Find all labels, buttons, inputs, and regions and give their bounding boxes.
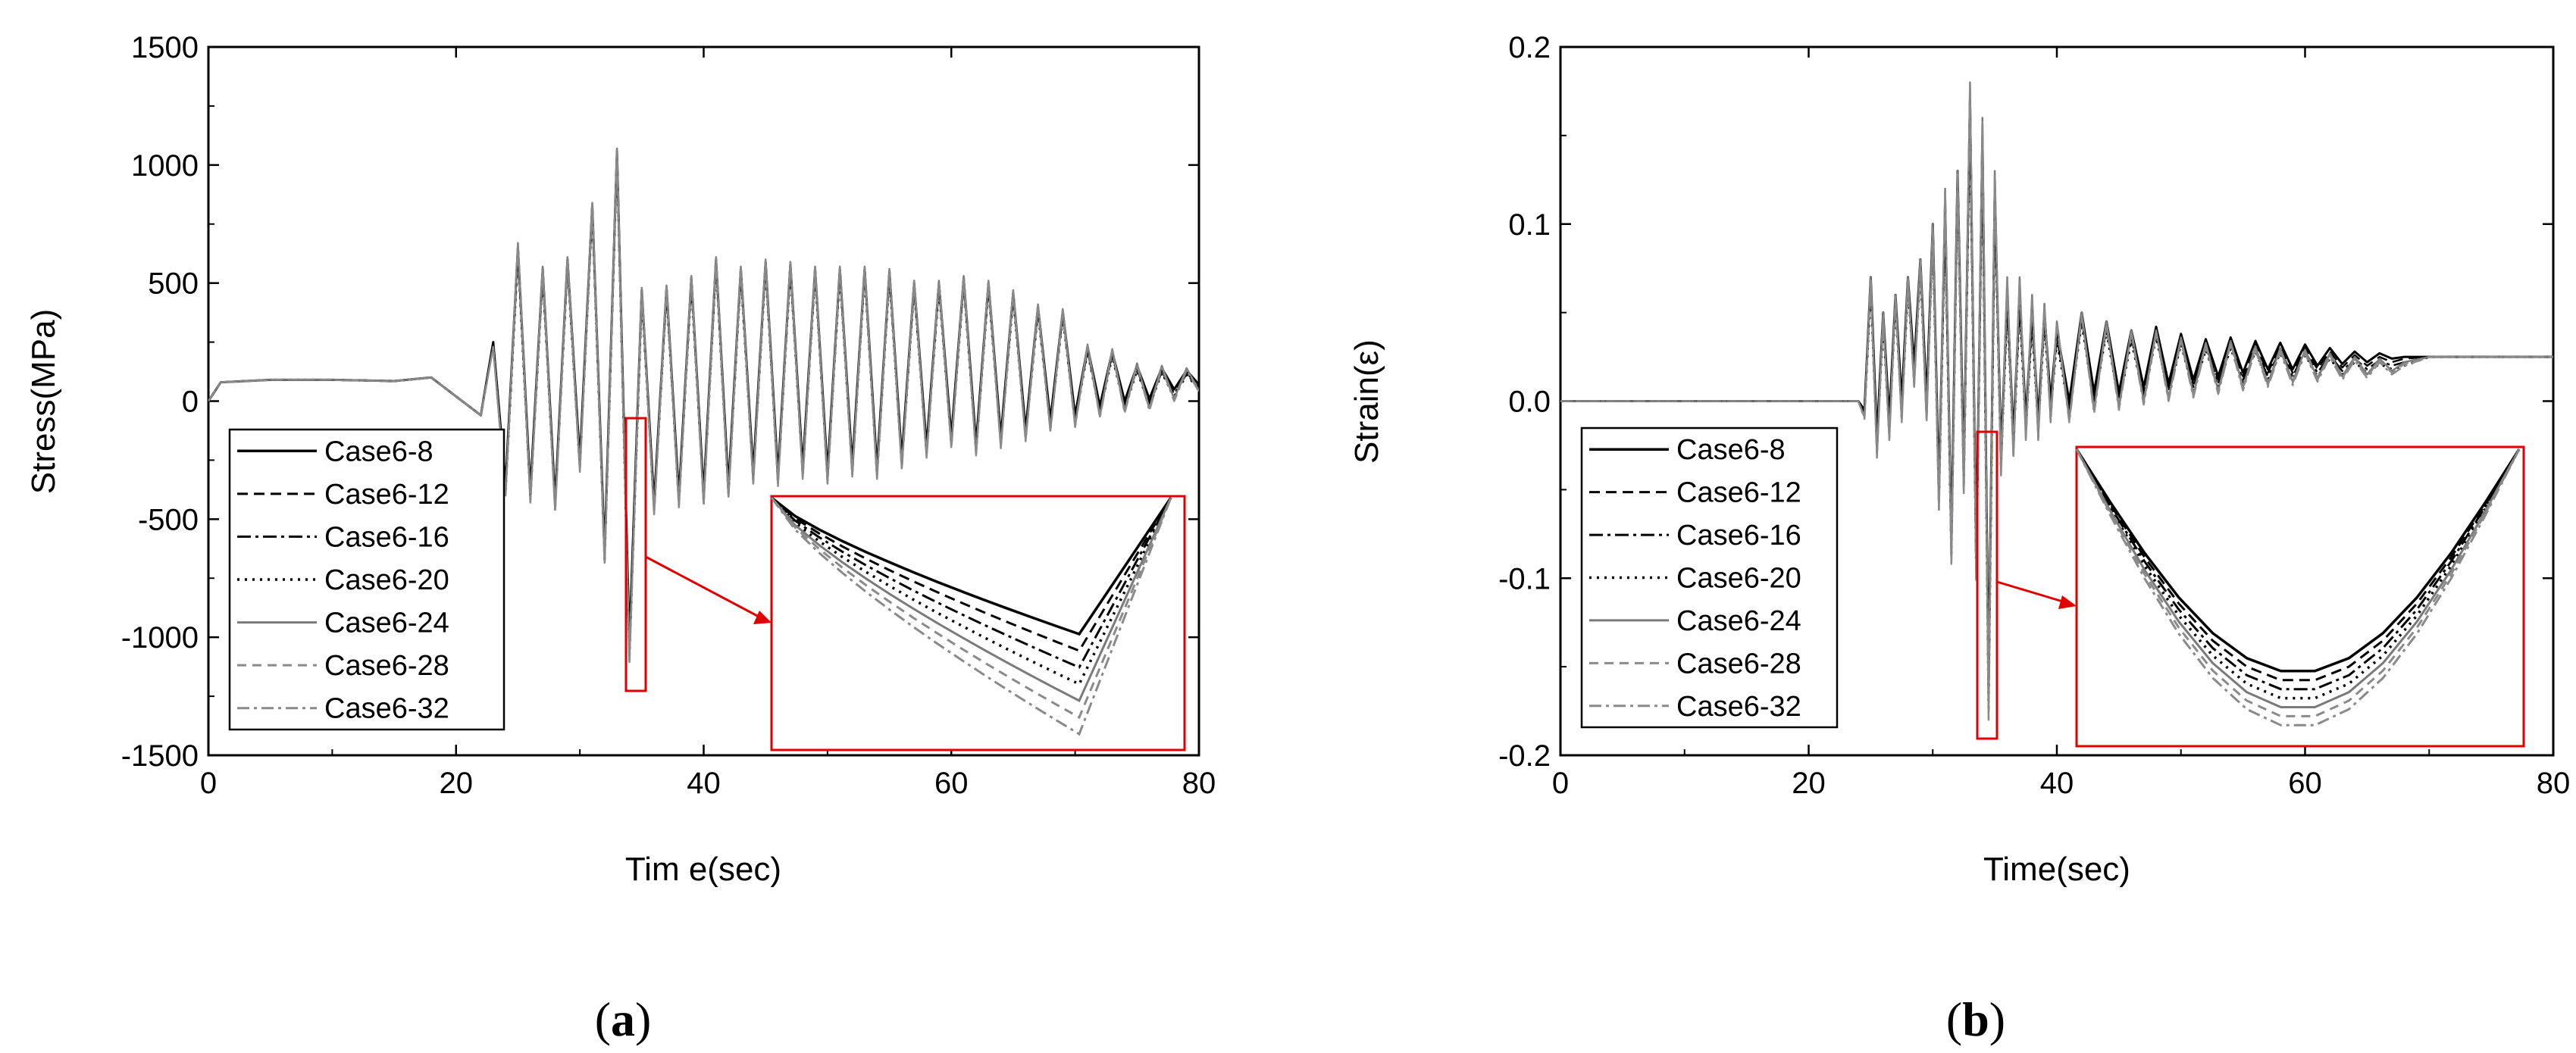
series-line-b-Case6-24: [1560, 81, 2553, 712]
series-line-b-Case6-32: [1560, 85, 2553, 721]
caption-a: (a): [595, 992, 652, 1046]
legend-label-b: Case6-20: [1676, 563, 1801, 595]
legend-label-b: Case6-8: [1676, 434, 1786, 466]
inset-line-a-Case6-8: [770, 496, 1172, 636]
legend-label-a: Case6-24: [324, 608, 449, 639]
y-tick-label-b: 0.1: [1508, 208, 1551, 242]
inset-line-b-Case6-8: [2075, 448, 2521, 673]
inset-line-b-Case6-16: [2075, 448, 2521, 691]
y-tick-label-b: -0.1: [1498, 562, 1551, 595]
inset-line-b-Case6-24: [2075, 448, 2521, 708]
inset-line-a-Case6-12: [771, 496, 1172, 652]
y-tick-label-a: -1500: [121, 739, 199, 773]
legend-label-b: Case6-12: [1676, 477, 1801, 509]
x-tick-label-b: 60: [2288, 767, 2322, 800]
y-tick-label-a: -1000: [121, 621, 199, 655]
x-tick-label-b: 20: [1792, 767, 1826, 800]
legend-label-a: Case6-16: [324, 521, 449, 553]
legend-label-a: Case6-32: [324, 693, 449, 725]
inset-line-a-Case6-20: [770, 496, 1172, 686]
y-tick-label-b: -0.2: [1498, 739, 1551, 773]
y-tick-label-a: 1500: [131, 31, 199, 64]
y-tick-label-a: -500: [138, 503, 199, 536]
legend-box-b: [1580, 427, 1839, 729]
callout-arrow-a: [645, 555, 762, 620]
y-tick-label-b: 0.0: [1508, 386, 1551, 419]
callout-arrowhead-b: [2058, 595, 2077, 609]
legend-label-b: Case6-16: [1676, 520, 1801, 551]
callout-arrow-b: [1996, 580, 2066, 604]
series-line-b-Case6-28: [1560, 83, 2553, 716]
inset-line-b-Case6-32: [2075, 448, 2521, 726]
y-axis-label-a: Stress(MPa): [25, 309, 62, 494]
legend-label-a: Case6-20: [324, 564, 449, 596]
highlight-box-a: [624, 417, 647, 692]
y-axis-label-b: Strain(ε): [1348, 339, 1385, 464]
series-line-a-Case6-32: [208, 149, 1199, 664]
y-tick-label-a: 500: [148, 267, 199, 301]
legend-label-b: Case6-24: [1676, 605, 1801, 637]
inset-line-a-Case6-16: [770, 496, 1172, 669]
inset-line-a-Case6-28: [770, 497, 1172, 720]
x-tick-label-a: 40: [687, 767, 721, 800]
inset-line-b-Case6-20: [2075, 448, 2521, 700]
y-tick-label-a: 1000: [131, 149, 199, 183]
callout-arrowhead-a: [753, 611, 772, 624]
highlight-box-b: [1976, 430, 1999, 740]
x-tick-label-b: 0: [1552, 767, 1569, 800]
x-tick-label-b: 40: [2040, 767, 2074, 800]
x-tick-label-a: 20: [440, 767, 474, 800]
x-axis-label-a: Tim e(sec): [625, 851, 781, 888]
inset-line-a-Case6-32: [770, 497, 1172, 736]
legend-label-a: Case6-12: [324, 479, 449, 511]
y-tick-label-b: 0.2: [1508, 31, 1551, 64]
inset-line-b-Case6-12: [2075, 448, 2521, 682]
zoom-box-b: [2075, 445, 2525, 748]
x-tick-label-a: 60: [934, 767, 969, 800]
inset-line-b-Case6-28: [2075, 448, 2521, 717]
inset-line-a-Case6-24: [770, 497, 1172, 703]
legend-label-a: Case6-28: [324, 650, 449, 682]
panel-a: 0 20 40 60 80 -1500 -1000 -500 0 500 1000 1500 Tim …: [25, 31, 1216, 888]
legend-label-b: Case6-28: [1676, 648, 1801, 680]
caption-b: (b): [1946, 992, 2005, 1046]
x-tick-label-b: 80: [2537, 767, 2571, 800]
x-tick-label-a: 80: [1182, 767, 1216, 800]
legend-label-a: Case6-8: [324, 436, 434, 467]
x-tick-label-a: 0: [200, 767, 217, 800]
panel-b: 0 20 40 60 80 -0.2 -0.1 0.0 0.1 0.2 Time(sec) Str…: [1348, 31, 2570, 888]
y-tick-label-a: 0: [182, 386, 199, 419]
legend-label-b: Case6-32: [1676, 691, 1801, 723]
x-axis-label-b: Time(sec): [1983, 851, 2130, 888]
